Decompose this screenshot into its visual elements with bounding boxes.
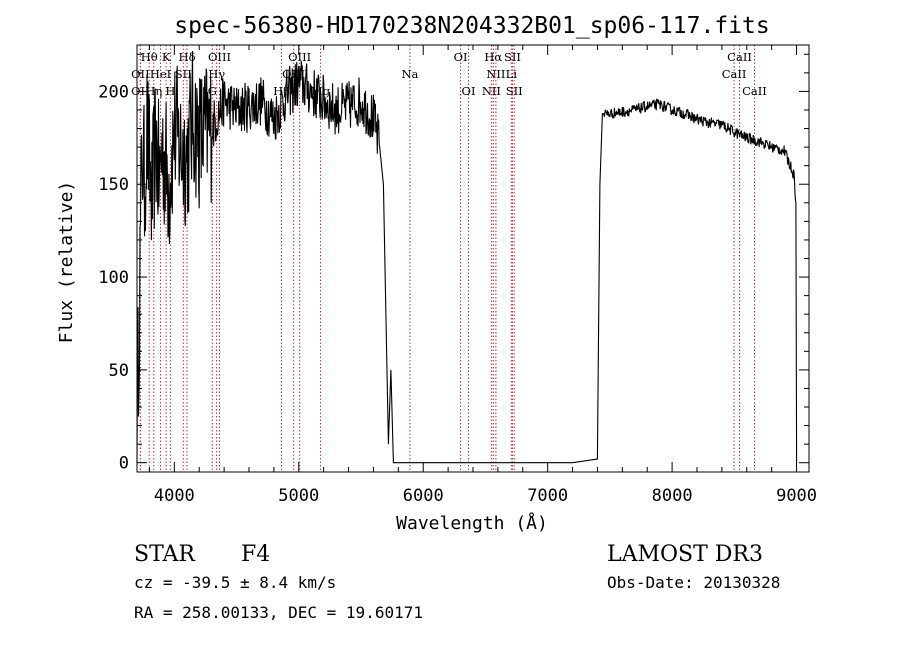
line-label-8: CaII — [727, 50, 752, 64]
line-label-20: H — [165, 84, 175, 98]
line-label-27: CaII — [742, 84, 767, 98]
x-tick-label-4: 8000 — [652, 486, 693, 506]
survey-name: LAMOST DR3 — [607, 542, 763, 567]
line-label-2: Hδ — [179, 50, 196, 64]
line-label-11: SII — [175, 67, 192, 81]
line-label-21: G — [208, 84, 217, 98]
x-tick-label-2: 6000 — [403, 486, 444, 506]
line-label-0: Hθ — [141, 50, 158, 64]
line-label-7: SII — [504, 50, 521, 64]
y-tick-label-1: 50 — [109, 361, 129, 381]
line-label-16: Li — [506, 67, 518, 81]
chart-title: spec-56380-HD170238N204332B01_sp06-117.f… — [174, 13, 769, 39]
line-label-6: Hα — [484, 50, 502, 64]
line-label-19: Hη — [145, 84, 162, 98]
line-label-12: Hγ — [208, 67, 225, 81]
x-tick-label-5: 9000 — [776, 486, 817, 506]
y-tick-label-2: 100 — [98, 268, 129, 288]
y-tick-label-3: 150 — [98, 175, 129, 195]
line-label-17: CaII — [722, 67, 747, 81]
x-tick-label-0: 4000 — [154, 486, 195, 506]
y-tick-label-0: 0 — [119, 454, 129, 474]
axis-ticks: 4000 5000 6000 7000 8000 9000 0 50 100 150 200 — [98, 45, 817, 506]
line-label-25: NII — [482, 84, 501, 98]
line-label-22: Hβ — [273, 84, 290, 98]
redshift-value: cz = -39.5 ± 8.4 km/s — [134, 573, 336, 592]
line-label-4: OIII — [288, 50, 311, 64]
spectrum-line — [136, 50, 798, 464]
line-label-18: OII — [131, 84, 150, 98]
line-label-1: K — [162, 50, 171, 64]
x-tick-label-1: 5000 — [278, 486, 319, 506]
line-label-10: HeI — [150, 67, 171, 81]
plot-frame — [136, 44, 810, 473]
line-label-15: NII — [486, 67, 505, 81]
coordinates: RA = 258.00133, DEC = 19.60171 — [134, 603, 423, 622]
line-label-3: OIII — [208, 50, 231, 64]
line-label-26: SII — [506, 84, 523, 98]
line-label-13: OIII — [282, 67, 305, 81]
x-tick-label-3: 7000 — [527, 486, 568, 506]
x-axis-label: Wavelength (Å) — [396, 512, 548, 534]
object-subclass: F4 — [241, 542, 270, 567]
object-class: STAR — [134, 542, 196, 567]
y-tick-label-4: 200 — [98, 82, 129, 102]
line-label-23: Mg — [311, 84, 331, 98]
y-axis-label: Flux (relative) — [56, 181, 77, 344]
spectrum-series — [136, 50, 798, 464]
observation-date: Obs-Date: 20130328 — [607, 573, 780, 592]
line-label-5: OI — [454, 50, 468, 64]
line-label-24: OI — [462, 84, 476, 98]
line-label-9: OII — [131, 67, 150, 81]
line-label-14: Na — [401, 67, 418, 81]
